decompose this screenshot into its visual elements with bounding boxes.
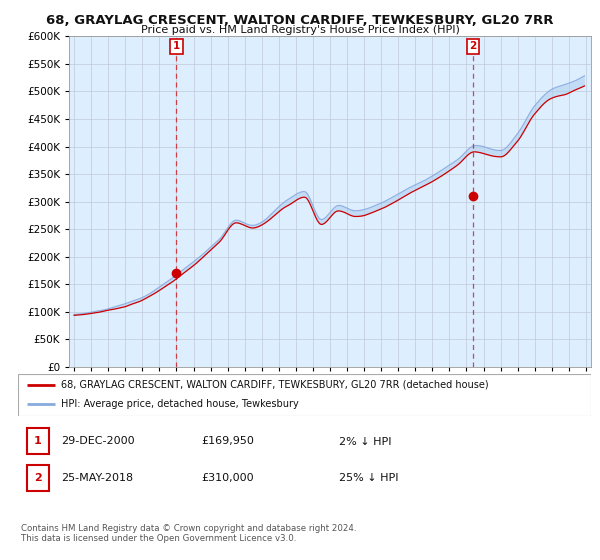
Text: 1: 1 (173, 41, 180, 52)
Text: £310,000: £310,000 (202, 473, 254, 483)
Text: 25-MAY-2018: 25-MAY-2018 (61, 473, 133, 483)
Text: 29-DEC-2000: 29-DEC-2000 (61, 436, 134, 446)
Bar (27, 428, 49, 455)
Text: 68, GRAYLAG CRESCENT, WALTON CARDIFF, TEWKESBURY, GL20 7RR: 68, GRAYLAG CRESCENT, WALTON CARDIFF, TE… (46, 14, 554, 27)
Text: 25% ↓ HPI: 25% ↓ HPI (339, 473, 398, 483)
Text: Price paid vs. HM Land Registry's House Price Index (HPI): Price paid vs. HM Land Registry's House … (140, 25, 460, 35)
Text: 1: 1 (34, 436, 42, 446)
Text: 2: 2 (34, 473, 42, 483)
Bar (27, 465, 49, 491)
Text: Contains HM Land Registry data © Crown copyright and database right 2024.
This d: Contains HM Land Registry data © Crown c… (21, 524, 356, 543)
Text: 2% ↓ HPI: 2% ↓ HPI (339, 436, 391, 446)
Text: HPI: Average price, detached house, Tewkesbury: HPI: Average price, detached house, Tewk… (61, 399, 299, 409)
Text: £169,950: £169,950 (202, 436, 254, 446)
Text: 2: 2 (469, 41, 476, 52)
Text: 68, GRAYLAG CRESCENT, WALTON CARDIFF, TEWKESBURY, GL20 7RR (detached house): 68, GRAYLAG CRESCENT, WALTON CARDIFF, TE… (61, 380, 488, 390)
